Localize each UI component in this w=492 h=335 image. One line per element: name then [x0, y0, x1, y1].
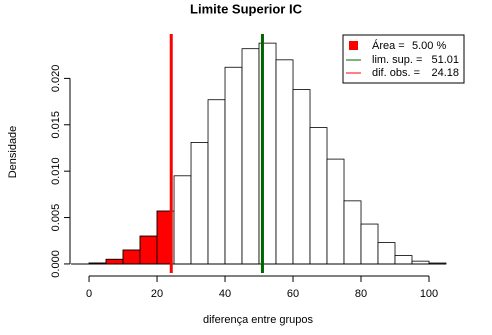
x-axis-label: diferença entre grupos — [203, 314, 314, 326]
y-tick-label: 0.020 — [50, 65, 62, 93]
x-tick-label: 20 — [151, 288, 163, 300]
y-tick-label: 0.005 — [50, 204, 62, 232]
legend-value: 5.00 % — [412, 40, 446, 52]
x-tick-label: 0 — [86, 288, 92, 300]
bar — [377, 242, 396, 265]
y-axis-label: Densidade — [7, 126, 19, 179]
shaded-bar — [105, 258, 124, 265]
x-tick-label: 100 — [420, 288, 438, 300]
bar — [173, 175, 192, 265]
bar — [190, 142, 209, 265]
bar — [275, 59, 294, 265]
bar — [326, 158, 345, 265]
bar — [241, 48, 260, 265]
bar — [292, 89, 311, 265]
y-tick-label: 0.000 — [50, 250, 62, 278]
legend-label: lim. sup. = — [372, 54, 422, 66]
legend-swatch — [349, 41, 358, 50]
y-tick-label: 0.015 — [50, 111, 62, 139]
bar — [360, 223, 379, 265]
chart-title: Limite Superior IC — [190, 1, 303, 16]
legend-value: 51.01 — [431, 54, 459, 66]
shaded-bar — [139, 235, 158, 265]
shaded-bar — [122, 249, 141, 265]
x-tick-label: 40 — [219, 288, 231, 300]
x-tick-label: 60 — [287, 288, 299, 300]
bar — [224, 66, 243, 265]
bar — [394, 255, 413, 265]
y-tick-label: 0.010 — [50, 157, 62, 185]
legend-label: dif. obs. = — [372, 67, 420, 79]
bar — [343, 200, 362, 265]
bar — [207, 99, 226, 265]
bar — [309, 127, 328, 265]
legend-box — [342, 34, 465, 84]
legend-label: Área = — [372, 39, 405, 52]
x-tick-label: 80 — [355, 288, 367, 300]
legend-value: 24.18 — [431, 67, 459, 79]
shaded-bar — [156, 210, 172, 265]
